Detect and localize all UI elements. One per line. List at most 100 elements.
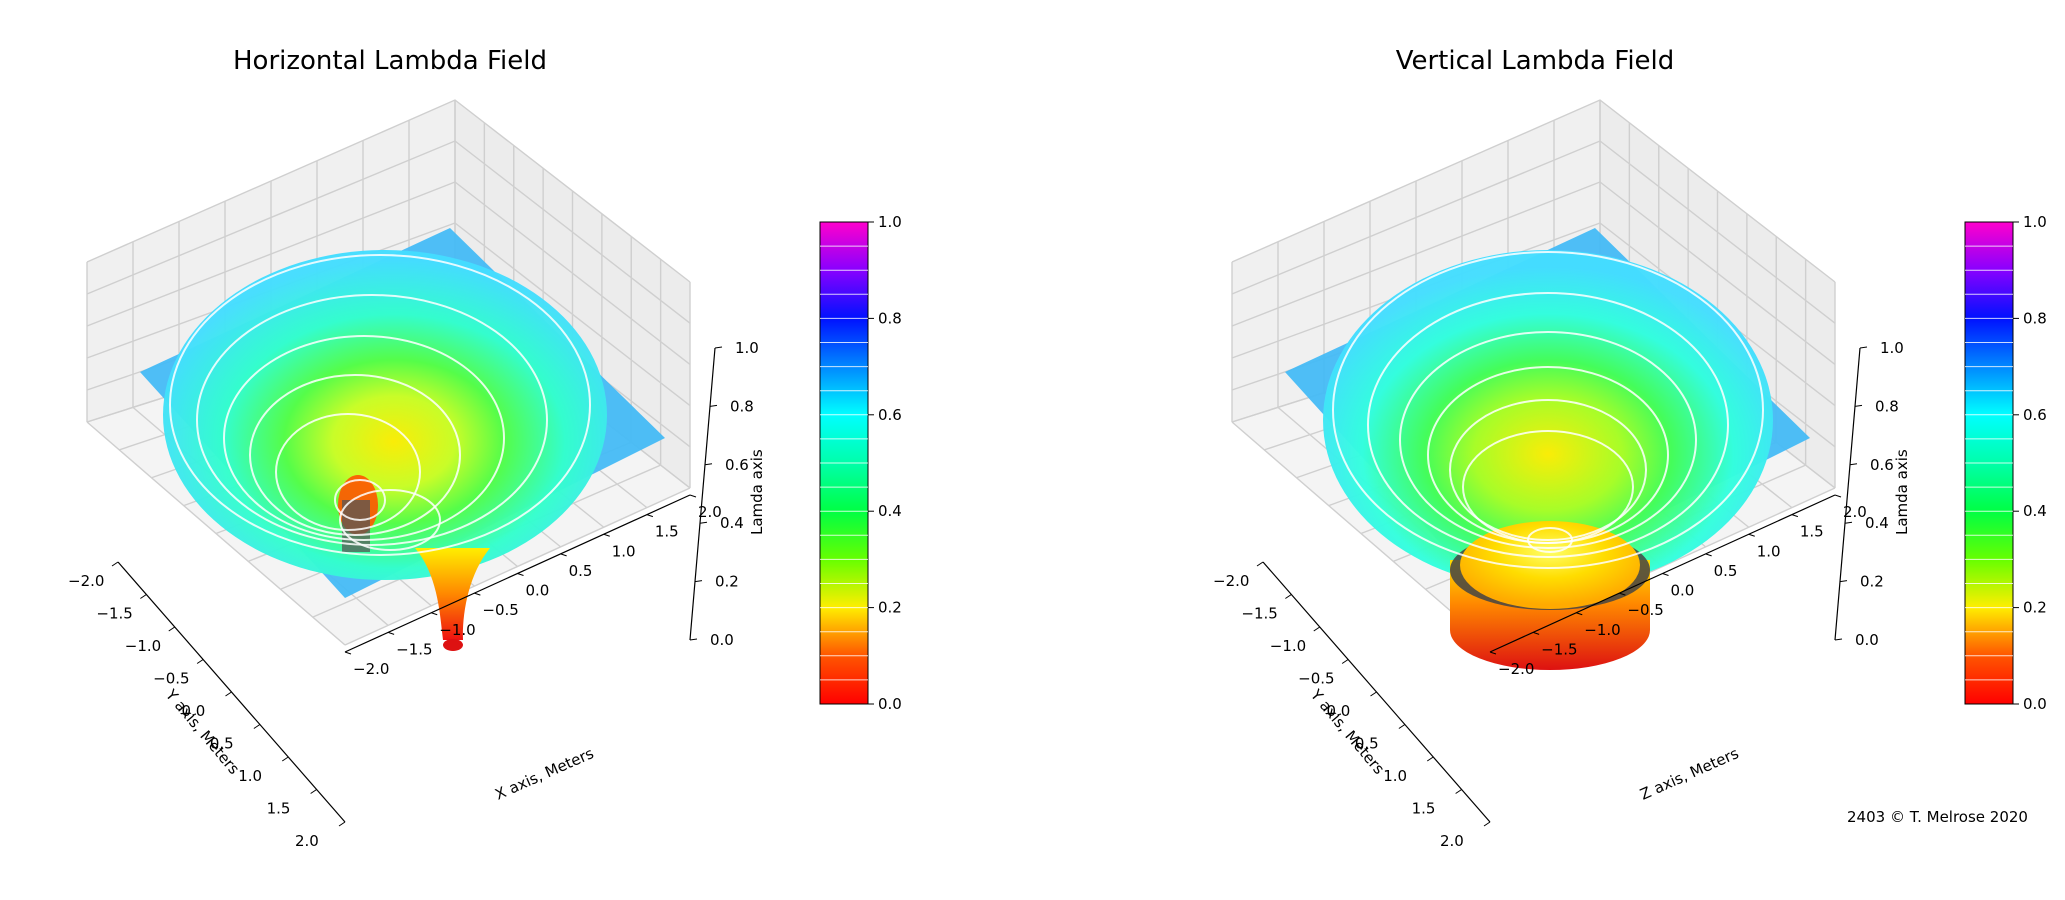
z-tick-label: 0.6 [1870,456,1894,474]
y-tick-label: −2.0 [1213,572,1249,590]
x-tick-label: 0.0 [1671,582,1695,600]
colorbar-tick-label: 0.8 [2023,309,2047,327]
chart-title-vertical: Vertical Lambda Field [1395,46,1675,76]
contour-line [334,479,386,521]
x-tick-label: 1.0 [1757,542,1781,560]
z-tick-label: 0.8 [1875,397,1899,415]
surface-funnel [1323,250,1773,590]
y-tick-label: 1.5 [1412,800,1436,818]
x-tick-mark [560,553,567,557]
x-tick-label: −2.0 [353,660,389,678]
wall-gridline [1231,222,1836,407]
z-tick-mark [1849,463,1858,466]
z-tick-mark [699,521,708,524]
colorbar-tick-label: 0.0 [878,695,902,713]
y-tick-mark [338,821,346,827]
z-tick-label: 1.0 [735,339,759,357]
y-tick-label: 1.0 [1383,767,1407,785]
contour-line [275,413,421,531]
z-axis-line [1834,347,1861,641]
x-axis-label: Z axis, Meters [1637,744,1741,804]
y-tick-mark [1256,561,1264,567]
y-tick-label: −0.5 [153,670,189,688]
z-tick-label: 0.8 [730,397,754,415]
colorbar-tick-label: 0.0 [2023,695,2047,713]
z-tick-label: 0.0 [1855,631,1879,649]
x-tick-label: 1.5 [655,523,679,541]
y-tick-mark [281,756,289,762]
wall-gridline [86,181,691,365]
colorbar-tick-label: 0.4 [878,502,902,520]
credit-text: 2403 © T. Melrose 2020 [1847,808,2028,826]
x-tick-mark [517,573,524,576]
z-axis-label: Lamda axis [748,449,766,535]
x-tick-label: −1.0 [1584,621,1620,639]
contour-line [1332,251,1764,569]
z-axis-line [689,347,716,641]
contour-line [1449,399,1647,541]
x-tick-mark [431,612,438,616]
contour-line [1462,430,1634,544]
contour-line [1399,331,1697,549]
chart-title-horizontal: Horizontal Lambda Field [233,46,547,76]
contour-line [249,374,461,536]
x-tick-label: −1.0 [439,621,475,639]
y-tick-mark [111,561,119,567]
x-tick-mark [1532,631,1540,635]
colorbar-tick-label: 0.6 [878,406,902,424]
y-tick-label: 2.0 [1440,832,1464,850]
z-tick-label: 0.4 [720,514,744,532]
y-axis-label: Y axis, Meters [1306,685,1388,778]
contour-line [169,254,591,556]
z-tick-label: 1.0 [1880,339,1904,357]
z-tick-label: 0.2 [1860,573,1884,591]
y-tick-label: 0.0 [182,702,206,720]
contour-line [1367,292,1729,558]
wall-gridline [86,222,691,407]
y-axis-label: Y axis, Meters [161,685,243,778]
z-tick-mark [1844,521,1853,524]
z-tick-label: 0.6 [725,456,749,474]
x-tick-mark [1705,553,1712,557]
x-tick-label: −1.5 [1541,640,1577,658]
wall-gridline [1231,181,1836,365]
y-tick-mark [1455,789,1462,794]
x-tick-mark [474,592,481,596]
x-tick-label: −0.5 [482,601,518,619]
colorbar-tick-label: 1.0 [2023,213,2047,231]
z-tick-mark [704,463,713,466]
colorbar-tick-label: 0.6 [2023,406,2047,424]
x-tick-mark [1662,573,1669,576]
x-axis-label: X axis, Meters [492,744,596,804]
x-tick-mark [1834,494,1842,498]
plot-horizontal: −2.0−1.5−1.0−0.50.00.51.01.52.0X axis, M… [68,99,902,850]
well-bottom [443,639,463,651]
x-tick-mark [1576,612,1583,616]
y-tick-label: −1.5 [1241,605,1277,623]
z-tick-mark [689,638,698,641]
x-tick-mark [646,514,654,518]
x-tick-label: −2.0 [1498,660,1534,678]
x-tick-mark [344,651,352,655]
z-tick-mark [1859,346,1868,349]
wall-gridline [86,140,691,324]
colorbar-tick-label: 0.8 [878,309,902,327]
y-tick-mark [253,724,261,729]
plot-vertical: −2.0−1.5−1.0−0.50.00.51.01.52.0Z axis, M… [1213,99,2047,850]
x-tick-label: 2.0 [698,503,722,521]
colorbar-tick-label: 0.2 [878,599,902,617]
y-tick-mark [1285,594,1292,599]
colorbar-tick-label: 1.0 [878,213,902,231]
x-tick-mark [387,631,395,635]
x-tick-mark [1489,651,1497,655]
y-tick-label: −1.0 [1270,637,1306,655]
colorbar-tick-label: 0.2 [2023,599,2047,617]
y-tick-label: 1.0 [238,767,262,785]
y-tick-mark [1341,659,1349,664]
z-tick-label: 0.2 [715,573,739,591]
y-tick-label: 1.5 [267,800,291,818]
z-tick-mark [1839,580,1848,583]
z-tick-mark [1854,404,1863,407]
x-tick-label: 2.0 [1843,503,1867,521]
